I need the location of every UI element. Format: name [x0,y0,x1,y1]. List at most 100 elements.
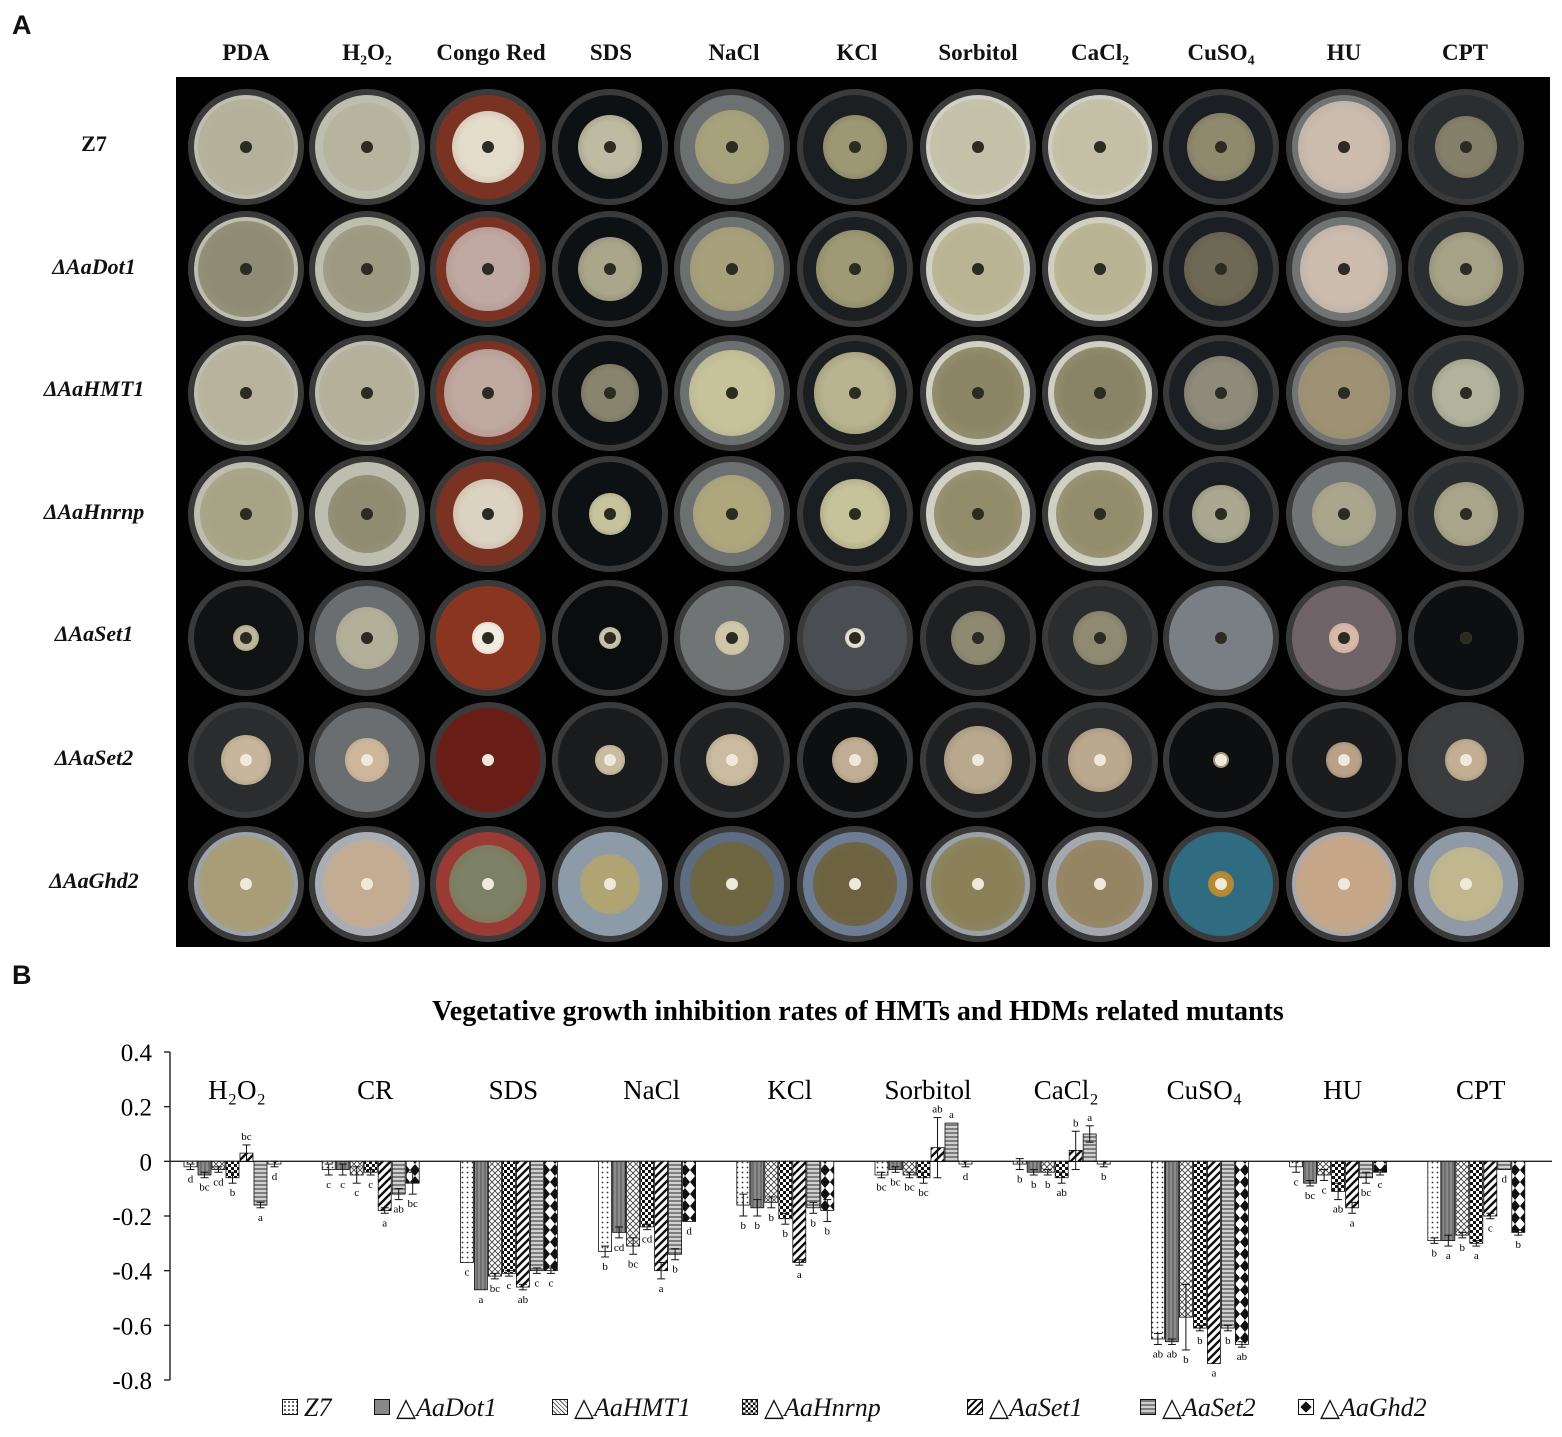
bar [626,1160,640,1247]
petri-plate [188,826,304,942]
significance-letter: b [1197,1335,1203,1347]
inoculation-point [1094,263,1106,275]
bar [668,1160,682,1255]
legend-swatch [282,1399,298,1416]
petri-plate [188,211,304,327]
bar [1303,1160,1317,1184]
bar [1345,1160,1359,1209]
inoculation-point [1460,508,1472,520]
column-label: PDA [222,40,270,65]
legend-swatch [552,1399,568,1416]
petri-plate [1042,335,1158,451]
significance-letter: d [686,1225,692,1237]
inoculation-point [726,878,738,890]
significance-letter: ab [932,1104,943,1116]
bar [253,1160,268,1206]
significance-letter: c [1378,1179,1383,1191]
inoculation-point [240,508,252,520]
significance-letter: b [1101,1171,1107,1183]
bar [530,1160,544,1272]
inoculation-point [604,387,616,399]
petri-plate [920,702,1036,818]
petri-plate [1286,89,1402,205]
legend-swatch [1298,1399,1314,1416]
category-label: HU [1323,1075,1362,1105]
inoculation-point [1338,632,1350,644]
significance-letter: d [963,1171,969,1183]
significance-letter: c [1488,1223,1493,1235]
legend-item-z7: Z7 [282,1393,331,1423]
panel-a-letter: A [12,10,32,40]
bar [516,1160,530,1288]
petri-plate [1042,826,1158,942]
inoculation-point [972,141,984,153]
petri-plate [309,211,425,327]
inoculation-point [1460,754,1472,766]
legend-label: △AaSet2 [1162,1393,1256,1422]
category-label: CuSO₄ [1167,1075,1242,1105]
legend-swatch [1140,1399,1156,1416]
inoculation-point [240,878,252,890]
inoculation-point [604,141,616,153]
significance-letter: bc [918,1187,929,1199]
petri-plate [920,335,1036,451]
legend-label: △AaHMT1 [574,1393,691,1422]
petri-plate [797,335,913,451]
inoculation-point [972,263,984,275]
petri-plate [188,335,304,451]
petri-plate [430,335,546,451]
bar [640,1160,654,1228]
petri-plate [552,826,668,942]
legend-item-set2: △AaSet2 [1140,1393,1256,1423]
bar [459,1160,474,1263]
petri-plate [674,335,790,451]
inoculation-point [726,508,738,520]
y-tick-label: -0.2 [112,1204,152,1231]
petri-plate [552,89,668,205]
inoculation-point [972,632,984,644]
bar [1455,1160,1470,1236]
petri-plate [1163,702,1279,818]
inoculation-point [604,632,616,644]
inoculation-point [849,263,861,275]
inoculation-point [604,754,616,766]
significance-letter: ab [1153,1348,1164,1360]
petri-plate [309,456,425,572]
petri-plate [430,89,546,205]
petri-plate [797,456,913,572]
significance-letter: b [783,1228,789,1240]
category-label: SDS [489,1075,539,1105]
legend: Z7 △AaDot1 △AaHMT1 △AaHnrnp △AaSet1 △AaS… [282,1393,1482,1427]
petri-plate [552,702,668,818]
petri-plate [1042,580,1158,696]
petri-plate [674,702,790,818]
petri-plate [309,580,425,696]
petri-plate [797,89,913,205]
significance-letter: a [258,1212,263,1224]
column-label: HU [1326,40,1362,65]
legend-label: △AaGhd2 [1320,1393,1427,1422]
petri-plate-photo [176,77,1550,947]
y-tick-label: 0 [140,1149,153,1176]
inoculation-point [849,632,861,644]
category-label: NaCl [623,1075,680,1105]
petri-plate [552,211,668,327]
petri-plate [1163,826,1279,942]
inoculation-point [1215,387,1227,399]
petri-plate [1163,335,1279,451]
column-label: CPT [1442,40,1488,65]
petri-plate [552,335,668,451]
inoculation-point [1215,508,1227,520]
significance-letter: b [1045,1179,1051,1191]
significance-letter: b [1183,1354,1189,1366]
category-labels: H₂O₂ CR SDS NaCl KCl Sorbitol CaCl₂ CuSO₄ HU CPT [208,1075,1506,1105]
inoculation-point [726,632,738,644]
significance-letter: c [368,1179,373,1191]
significance-letter: c [326,1179,331,1191]
bar [487,1160,502,1277]
petri-plate [1042,89,1158,205]
bar [654,1160,668,1272]
petri-plate [920,89,1036,205]
petri-plate [1408,456,1524,572]
legend-item-set1: △AaSet1 [967,1393,1083,1423]
